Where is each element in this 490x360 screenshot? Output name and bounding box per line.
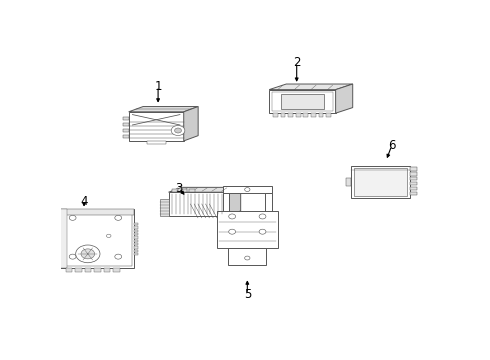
Bar <box>134 246 138 249</box>
Text: 1: 1 <box>154 80 162 93</box>
Bar <box>410 172 416 176</box>
Polygon shape <box>336 84 353 113</box>
Circle shape <box>245 188 250 192</box>
Circle shape <box>229 214 236 219</box>
Bar <box>272 91 333 111</box>
Bar <box>296 113 301 117</box>
Polygon shape <box>129 107 198 112</box>
Bar <box>134 240 138 242</box>
Bar <box>311 113 316 117</box>
Bar <box>66 269 72 272</box>
Bar <box>281 113 286 117</box>
Circle shape <box>259 214 266 219</box>
Text: 2: 2 <box>293 56 300 69</box>
Bar <box>122 135 129 138</box>
Text: 3: 3 <box>175 182 183 195</box>
Polygon shape <box>129 112 184 141</box>
Polygon shape <box>269 84 353 90</box>
Circle shape <box>259 229 266 234</box>
Bar <box>60 209 67 269</box>
Bar <box>265 193 272 212</box>
Text: 5: 5 <box>244 288 251 301</box>
Bar <box>318 113 323 117</box>
Circle shape <box>69 254 76 259</box>
Bar <box>95 269 100 272</box>
Polygon shape <box>184 107 198 141</box>
Polygon shape <box>227 187 241 216</box>
Bar <box>147 141 166 144</box>
Bar <box>134 230 138 232</box>
Bar <box>134 250 138 252</box>
Bar <box>222 193 229 212</box>
Circle shape <box>174 128 181 133</box>
Bar <box>281 94 324 109</box>
Circle shape <box>115 215 122 220</box>
Circle shape <box>81 249 95 259</box>
Bar <box>326 113 331 117</box>
Bar <box>410 177 416 180</box>
Bar <box>122 129 129 132</box>
Bar <box>134 223 138 225</box>
Circle shape <box>69 215 76 220</box>
Bar <box>172 189 178 192</box>
Bar <box>134 226 138 229</box>
Circle shape <box>115 254 122 259</box>
Bar <box>228 248 267 265</box>
Bar <box>351 166 410 198</box>
Bar <box>160 199 169 216</box>
Circle shape <box>106 234 111 238</box>
Bar <box>354 168 407 195</box>
Bar <box>114 269 120 272</box>
Text: 6: 6 <box>388 139 395 152</box>
Bar <box>410 192 416 195</box>
Bar <box>75 269 81 272</box>
Bar <box>104 269 110 272</box>
Bar <box>181 189 187 192</box>
Bar <box>288 113 293 117</box>
Text: 4: 4 <box>80 195 88 208</box>
Bar <box>217 211 278 248</box>
Bar <box>189 189 195 192</box>
Circle shape <box>229 229 236 234</box>
Polygon shape <box>169 192 227 216</box>
Bar <box>410 187 416 190</box>
Bar <box>222 186 272 193</box>
Bar <box>60 209 134 269</box>
Circle shape <box>245 256 250 260</box>
Bar <box>63 211 132 266</box>
Circle shape <box>75 245 100 263</box>
Bar <box>134 243 138 245</box>
Bar <box>60 209 134 215</box>
Bar <box>410 167 416 171</box>
Bar <box>410 182 416 185</box>
Bar <box>134 233 138 235</box>
Bar <box>122 123 129 126</box>
Bar <box>134 237 138 239</box>
Bar <box>134 253 138 255</box>
Polygon shape <box>269 90 336 113</box>
Bar <box>85 269 91 272</box>
Circle shape <box>171 126 185 135</box>
Bar <box>303 113 308 117</box>
Bar <box>346 177 351 186</box>
Bar <box>122 117 129 120</box>
Bar <box>273 113 278 117</box>
Polygon shape <box>169 187 241 192</box>
